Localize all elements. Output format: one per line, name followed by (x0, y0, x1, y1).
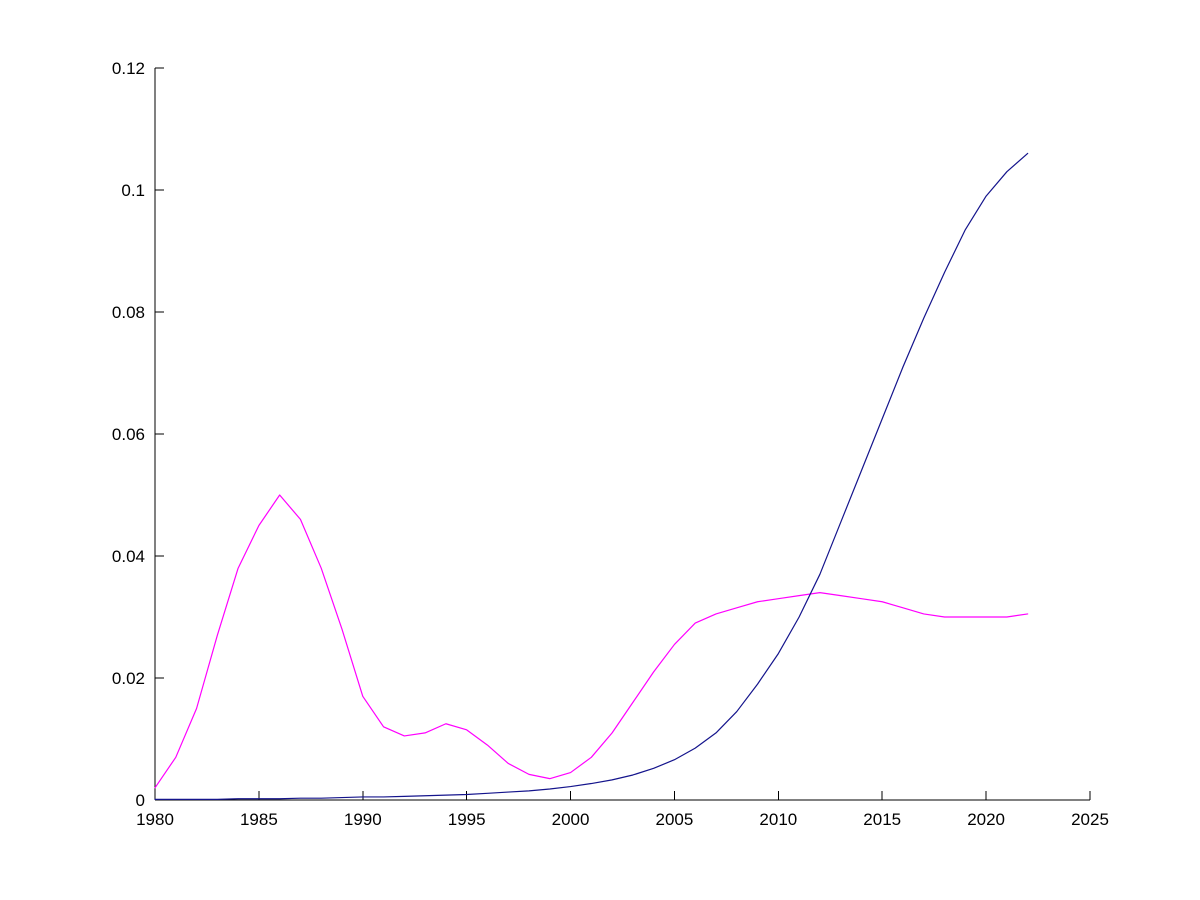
y-tick-label: 0.12 (112, 59, 145, 78)
x-tick-label: 2005 (656, 810, 694, 829)
x-tick-label: 2015 (863, 810, 901, 829)
y-tick-label: 0.02 (112, 669, 145, 688)
y-tick-label: 0.08 (112, 303, 145, 322)
y-tick-label: 0.06 (112, 425, 145, 444)
x-tick-label: 1985 (240, 810, 278, 829)
x-tick-label: 2020 (967, 810, 1005, 829)
magenta-series-line (154, 494, 1029, 789)
y-tick-label: 0 (136, 791, 145, 810)
y-axis: 0 0.02 0.04 0.06 0.08 0.1 0.12 (112, 59, 164, 810)
x-tick-label: 2000 (552, 810, 590, 829)
x-tick-label: 1980 (136, 810, 174, 829)
y-tick-label: 0.1 (121, 181, 145, 200)
dark-blue-series-line (154, 152, 1029, 800)
x-tick-label: 1990 (344, 810, 382, 829)
x-axis: 1980 1985 1990 1995 2000 2005 2010 2015 2020 2025 (136, 791, 1109, 829)
x-tick-label: 1995 (448, 810, 486, 829)
x-tick-label: 2025 (1071, 810, 1109, 829)
y-tick-label: 0.04 (112, 547, 145, 566)
x-tick-label: 2010 (759, 810, 797, 829)
series-lines (154, 152, 1029, 800)
